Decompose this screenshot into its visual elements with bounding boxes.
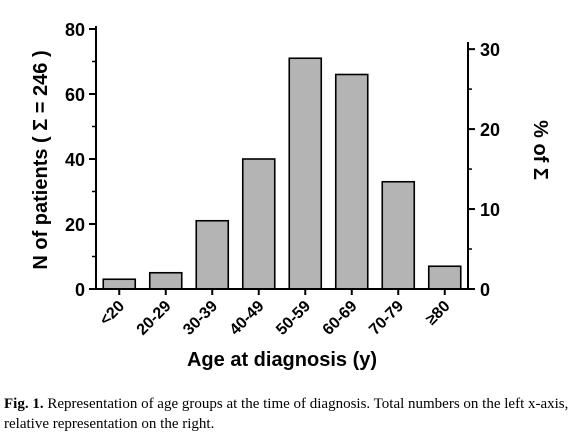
bar-0: [102, 278, 137, 290]
x-tick-label-7: ≥80: [423, 298, 454, 329]
x-tick-label-2: 30-39: [180, 298, 221, 339]
x-tick-label-4: 50-59: [273, 298, 314, 339]
caption-label: Fig. 1.: [4, 396, 44, 412]
bar-5: [334, 73, 369, 290]
bar-1: [148, 271, 183, 290]
bars-group: [102, 57, 462, 290]
right-tick-label-10: 10: [480, 200, 500, 220]
left-tick-label-60: 60: [65, 85, 85, 105]
chart: 0 20 40 60 80 0 10 20 30 <20 20-29 30-39 40-49 50-5…: [30, 20, 551, 371]
bar-4: [288, 57, 323, 290]
bar-7: [427, 265, 462, 290]
x-axis: <20 20-29 30-39 40-49 50-59 60-69 70-79 ≥80: [96, 288, 468, 339]
x-tick-label-3: 40-49: [227, 298, 268, 339]
right-tick-label-30: 30: [480, 40, 500, 60]
x-tick-label-0: <20: [97, 298, 128, 329]
x-axis-label: Age at diagnosis (y): [187, 349, 377, 371]
left-tick-label-20: 20: [65, 215, 85, 235]
x-tick-label-1: 20-29: [134, 298, 175, 339]
caption-text: Representation of age groups at the time…: [4, 396, 569, 432]
right-y-axis-label: % of Σ: [529, 120, 551, 180]
bar-3: [241, 158, 276, 290]
x-tick-label-6: 70-79: [366, 298, 407, 339]
figure-caption: Fig. 1. Representation of age groups at …: [4, 394, 582, 434]
right-y-axis: 0 10 20 30: [467, 40, 500, 300]
right-tick-label-0: 0: [480, 280, 490, 300]
bar-2: [195, 219, 230, 290]
left-tick-label-40: 40: [65, 150, 85, 170]
left-y-axis: 0 20 40 60 80: [65, 20, 97, 300]
x-tick-label-5: 60-69: [320, 298, 361, 339]
left-y-axis-label: N of patients ( Σ = 246 ): [30, 50, 52, 269]
left-tick-label-0: 0: [75, 280, 85, 300]
bar-6: [381, 180, 416, 290]
right-tick-label-20: 20: [480, 120, 500, 140]
left-tick-label-80: 80: [65, 20, 85, 40]
